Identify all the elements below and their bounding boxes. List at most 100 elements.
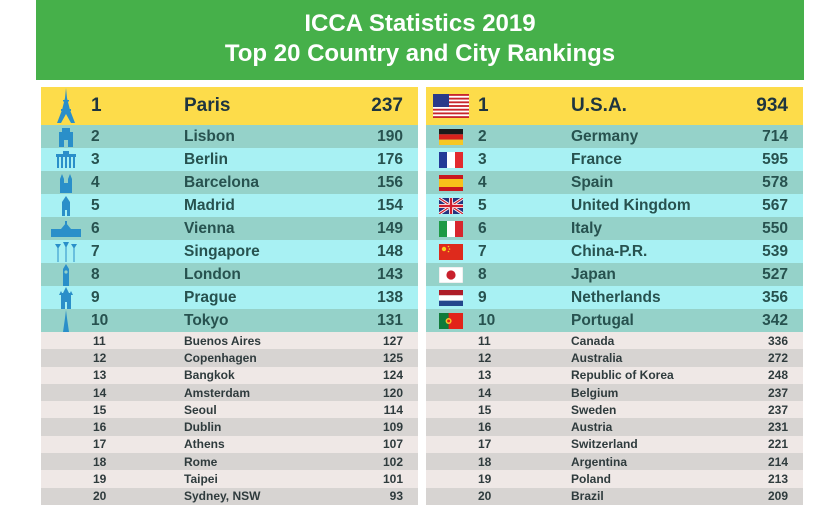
city-rank-cell: 7: [91, 242, 100, 260]
germany-flag-icon: [426, 125, 476, 148]
city-name-cell: Vienna: [184, 219, 235, 237]
france-flag-icon: [426, 148, 476, 171]
country-value-cell: 567: [762, 196, 788, 214]
country-value-cell: 237: [767, 402, 788, 417]
country-rank-cell: 12: [478, 350, 492, 365]
country-name-cell: Sweden: [571, 402, 617, 417]
country-row-13: 13 Republic of Korea 248: [426, 366, 803, 384]
country-rank-cell: 19: [478, 472, 492, 487]
country-rank-cell: 2: [478, 127, 487, 145]
japan-flag-icon: [426, 263, 476, 286]
country-name-cell: Argentina: [571, 454, 628, 469]
country-row-19: 19 Poland 213: [426, 470, 803, 488]
country-value-cell: 209: [767, 489, 788, 504]
city-rank-cell: 15: [93, 402, 107, 417]
country-value-cell: 214: [767, 454, 788, 469]
city-value-cell: 138: [377, 288, 403, 306]
city-name-cell: London: [184, 265, 241, 283]
city-value-cell: 124: [382, 368, 403, 383]
city-value-cell: 109: [382, 420, 403, 435]
country-name-cell: Republic of Korea: [571, 368, 674, 383]
country-value-cell: 237: [767, 385, 788, 400]
city-rank-cell: 12: [93, 350, 107, 365]
country-row-10: 10 Portugal 342: [426, 309, 803, 332]
city-row-17: 17 Athens 107: [41, 435, 418, 454]
country-rank-cell: 1: [478, 95, 489, 116]
city-name-cell: Rome: [184, 454, 218, 469]
city-name-cell: Madrid: [184, 196, 235, 214]
italy-flag-icon: [426, 217, 476, 240]
city-value-cell: 237: [371, 95, 403, 116]
country-value-cell: 342: [762, 311, 788, 329]
city-row-3: 3 Berlin 176: [41, 148, 418, 171]
city-name-cell: Berlin: [184, 150, 228, 168]
country-rank-cell: 8: [478, 265, 487, 283]
city-rank-cell: 5: [91, 196, 100, 214]
country-rank-cell: 16: [478, 420, 492, 435]
spain-flag-icon: [426, 171, 476, 194]
country-rank-cell: 15: [478, 402, 492, 417]
country-name-cell: United Kingdom: [571, 196, 691, 214]
country-name-cell: Netherlands: [571, 288, 661, 306]
city-value-cell: 190: [377, 127, 403, 145]
country-row-6: 6 Italy 550: [426, 217, 803, 240]
city-rankings-table: 1 Paris 237 2 Lisbon 190 3 Berlin 176 4 Barcelona 1…: [41, 87, 418, 505]
country-rank-cell: 3: [478, 150, 487, 168]
city-name-cell: Amsterdam: [184, 385, 251, 400]
city-value-cell: 125: [382, 350, 403, 365]
country-value-cell: 221: [767, 437, 788, 452]
country-row-8: 8 Japan 527: [426, 263, 803, 286]
country-name-cell: Germany: [571, 127, 639, 145]
city-value-cell: 131: [377, 311, 403, 329]
country-rankings-table: 1 U.S.A. 934 2 Germany 714 3 France 595 4 Spain 578…: [426, 87, 803, 505]
city-row-7: 7 Singapore 148: [41, 240, 418, 263]
city-name-cell: Lisbon: [184, 127, 235, 145]
country-row-3: 3 France 595: [426, 148, 803, 171]
country-value-cell: 213: [767, 472, 788, 487]
city-value-cell: 114: [383, 402, 403, 417]
city-row-16: 16 Dublin 109: [41, 418, 418, 436]
country-value-cell: 248: [767, 368, 788, 383]
eiffel-tower-icon: [41, 87, 91, 125]
city-rank-cell: 11: [93, 333, 106, 348]
city-value-cell: 154: [377, 196, 403, 214]
city-name-cell: Buenos Aires: [184, 333, 261, 348]
city-name-cell: Prague: [184, 288, 237, 306]
city-row-19: 19 Taipei 101: [41, 470, 418, 488]
country-row-4: 4 Spain 578: [426, 171, 803, 194]
country-name-cell: Switzerland: [571, 437, 638, 452]
country-name-cell: Poland: [571, 472, 612, 487]
big-ben-icon: [41, 263, 91, 286]
city-name-cell: Copenhagen: [184, 350, 257, 365]
city-row-14: 14 Amsterdam 120: [41, 383, 418, 402]
country-name-cell: U.S.A.: [571, 95, 627, 116]
city-rank-cell: 3: [91, 150, 100, 168]
country-row-9: 9 Netherlands 356: [426, 286, 803, 309]
country-value-cell: 231: [767, 420, 788, 435]
city-row-13: 13 Bangkok 124: [41, 366, 418, 384]
city-row-20: 20 Sydney, NSW 93: [41, 487, 418, 505]
country-value-cell: 714: [762, 127, 788, 145]
country-value-cell: 934: [756, 95, 788, 116]
city-rank-cell: 20: [93, 489, 107, 504]
city-name-cell: Barcelona: [184, 173, 259, 191]
china-flag-icon: [426, 240, 476, 263]
country-value-cell: 595: [762, 150, 788, 168]
city-row-5: 5 Madrid 154: [41, 194, 418, 217]
city-rank-cell: 9: [91, 288, 100, 306]
portugal-flag-icon: [426, 309, 476, 332]
country-value-cell: 356: [762, 288, 788, 306]
country-row-15: 15 Sweden 237: [426, 401, 803, 419]
lisbon-tower-icon: [41, 125, 91, 148]
country-value-cell: 272: [767, 350, 788, 365]
city-value-cell: 102: [382, 454, 403, 469]
city-name-cell: Dublin: [184, 420, 222, 435]
country-value-cell: 578: [762, 173, 788, 191]
city-rank-cell: 2: [91, 127, 100, 145]
country-rank-cell: 17: [478, 437, 492, 452]
prague-tower-icon: [41, 286, 91, 309]
country-name-cell: Japan: [571, 265, 616, 283]
city-name-cell: Taipei: [184, 472, 218, 487]
sagrada-familia-icon: [41, 171, 91, 194]
city-row-10: 10 Tokyo 131: [41, 309, 418, 332]
